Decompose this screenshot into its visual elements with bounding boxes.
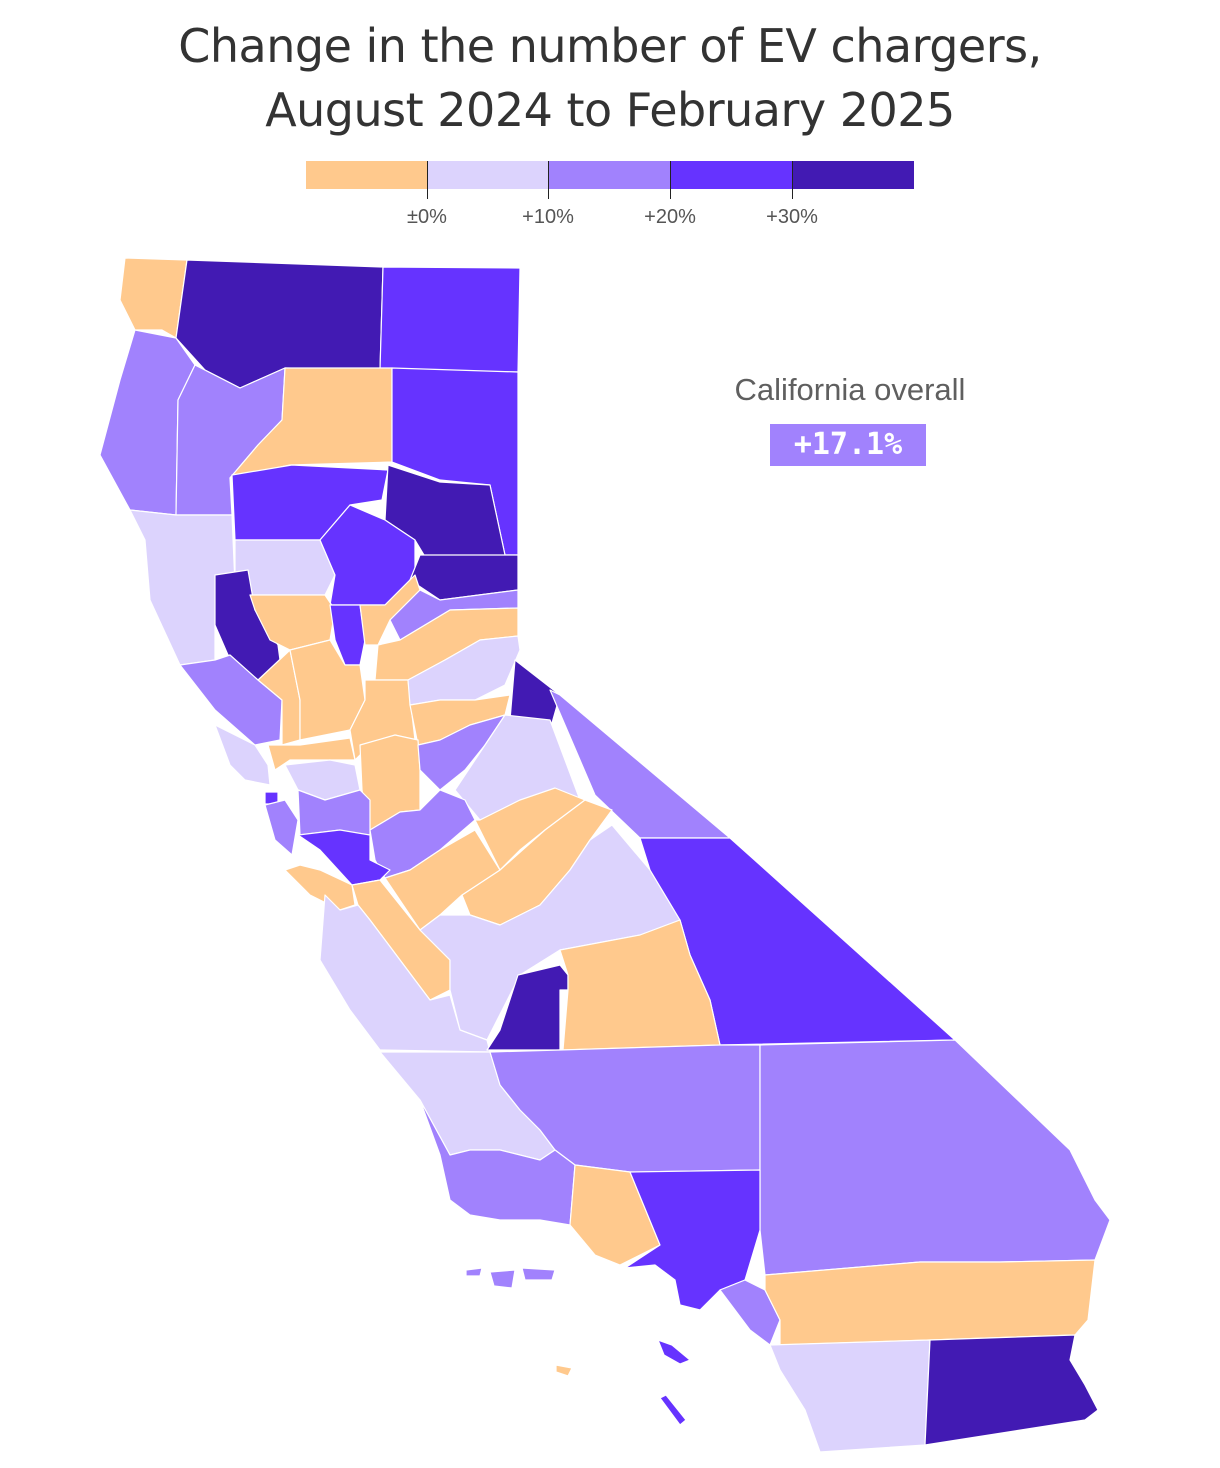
- county-solano: [267, 737, 356, 771]
- legend-bin-2: [549, 161, 671, 189]
- county-mendocino: [129, 509, 236, 666]
- county-imperial: [924, 1334, 1099, 1446]
- legend-bin-4: [792, 161, 914, 189]
- legend-tick-label: ±0%: [407, 206, 447, 228]
- county-santa-clara: [297, 829, 391, 886]
- legend-tick-2: [670, 161, 671, 199]
- county-san-nicolas-island: [555, 1364, 573, 1377]
- county-san-clemente-island: [659, 1394, 687, 1426]
- legend-bin-0: [306, 161, 428, 189]
- county-santa-cruz: [284, 864, 356, 911]
- county-san-mateo: [264, 799, 299, 856]
- county-kings: [486, 964, 569, 1051]
- county-del-norte: [119, 257, 188, 339]
- county-los-angeles: [624, 1169, 761, 1311]
- county-marin: [214, 724, 271, 786]
- legend-tick-label: +10%: [522, 206, 574, 228]
- legend-tick-3: [792, 161, 793, 199]
- color-legend: [306, 161, 914, 189]
- county-riverside: [764, 1259, 1096, 1346]
- county-monterey: [319, 894, 491, 1053]
- title-line-2: August 2024 to February 2025: [265, 83, 955, 137]
- county-tulare: [559, 919, 721, 1051]
- legend-tick-0: [427, 161, 428, 199]
- overall-value-badge: +17.1%: [770, 424, 926, 466]
- county-san-bernardino: [759, 1039, 1111, 1276]
- county-santa-catalina-island: [657, 1339, 691, 1365]
- legend-tick-label: +30%: [766, 206, 818, 228]
- legend-tick-label: +20%: [644, 206, 696, 228]
- title-line-1: Change in the number of EV chargers,: [178, 19, 1042, 73]
- county-san-diego: [769, 1339, 931, 1453]
- legend-bin-1: [427, 161, 550, 189]
- overall-label: California overall: [734, 372, 966, 407]
- chart-title: Change in the number of EV chargers, Aug…: [0, 14, 1220, 142]
- legend-bin-3: [670, 161, 793, 189]
- county-santa-barbara-islands: [465, 1267, 556, 1289]
- county-modoc: [379, 266, 521, 373]
- legend-tick-1: [548, 161, 549, 199]
